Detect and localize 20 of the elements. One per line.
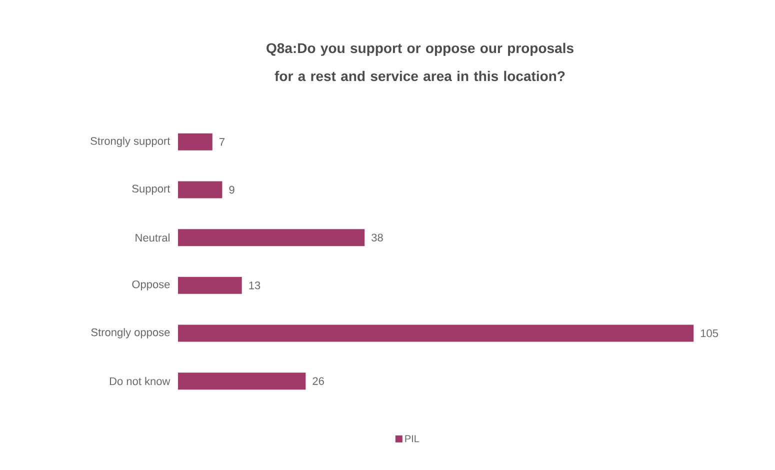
bar bbox=[178, 324, 694, 342]
y-tick-label: Neutral bbox=[136, 234, 170, 242]
chart-title: Q8a:Do you support or oppose our proposals for a rest and service area in this location? bbox=[266, 42, 574, 82]
data-label: 105 bbox=[700, 329, 718, 338]
bar bbox=[178, 229, 365, 246]
data-label: 38 bbox=[372, 234, 383, 242]
y-tick-label: Do not know bbox=[110, 377, 170, 386]
legend-label: PIL bbox=[405, 435, 420, 442]
y-tick-label: Oppose bbox=[132, 280, 170, 290]
y-tick-label: Strongly oppose bbox=[91, 328, 170, 338]
bar bbox=[178, 181, 222, 198]
y-tick-label: Support bbox=[132, 184, 170, 195]
data-label: 26 bbox=[312, 377, 324, 385]
data-label: 13 bbox=[249, 282, 260, 290]
data-label: 9 bbox=[229, 186, 234, 194]
bar bbox=[178, 372, 306, 390]
data-label: 7 bbox=[219, 138, 224, 146]
y-tick-label: Strongly support bbox=[90, 136, 170, 148]
bar bbox=[178, 276, 242, 294]
bar bbox=[178, 133, 212, 150]
